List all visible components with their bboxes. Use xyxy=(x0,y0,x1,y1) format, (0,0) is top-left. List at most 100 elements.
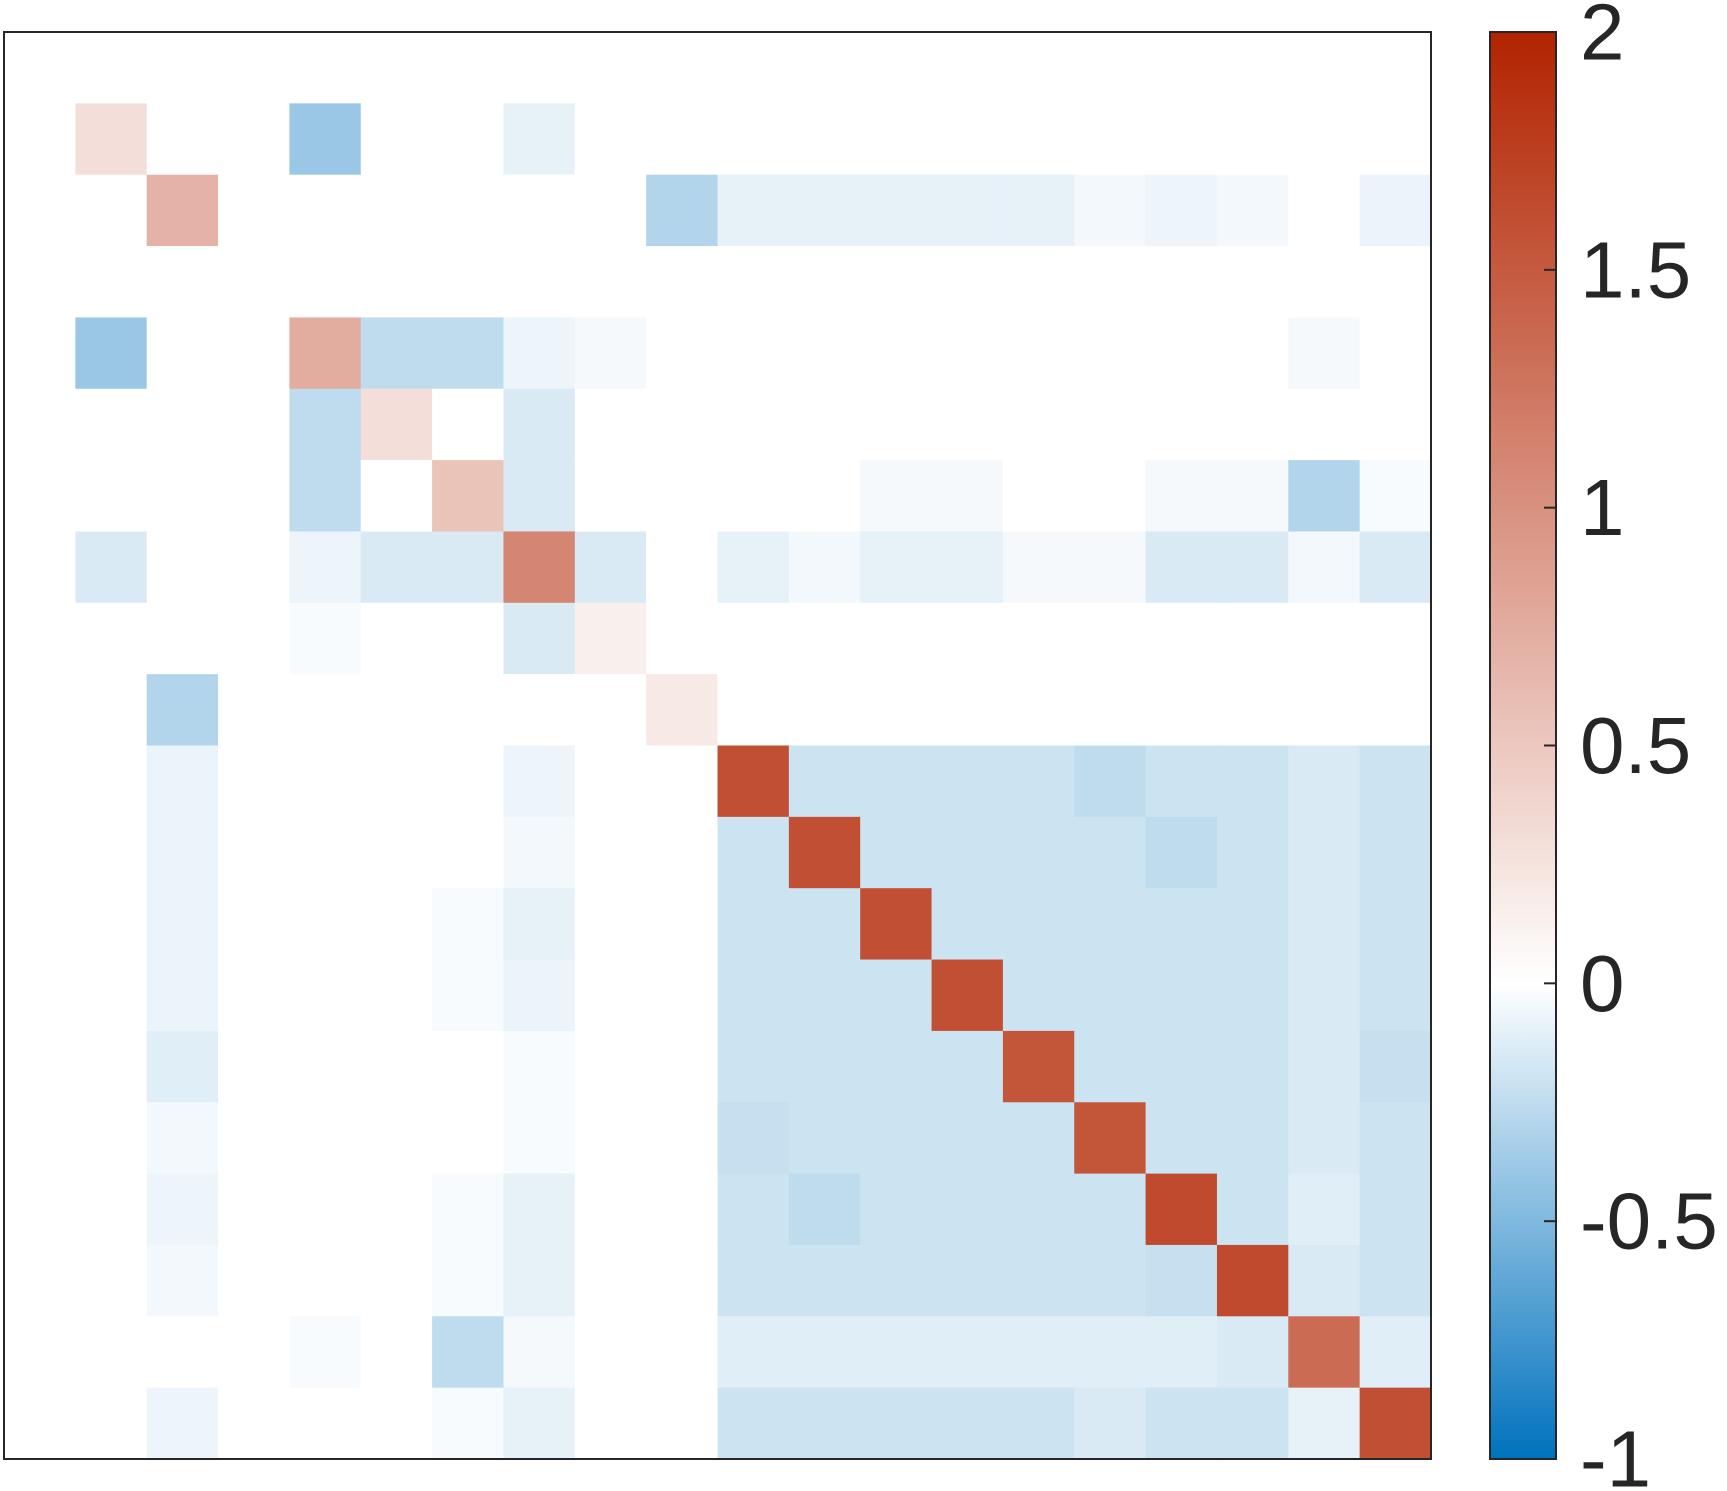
heatmap-cell-r3-c6 xyxy=(432,246,505,318)
heatmap-cell-r4-c14 xyxy=(1002,317,1075,390)
heatmap-cell-r18-c18 xyxy=(1288,1316,1361,1389)
heatmap-cell-r9-c10 xyxy=(717,674,790,747)
heatmap-cell-r6-c6 xyxy=(432,460,505,533)
heatmap-cell-r14-c18 xyxy=(1288,1030,1361,1103)
heatmap-cell-r15-c16 xyxy=(1145,1102,1218,1175)
heatmap-cell-r17-c1 xyxy=(75,1244,148,1317)
heatmap-cell-r11-c9 xyxy=(646,816,719,889)
heatmap-cell-r18-c14 xyxy=(1002,1316,1075,1389)
heatmap-cell-r14-c14 xyxy=(1002,1030,1075,1103)
heatmap-cell-r17-c11 xyxy=(788,1244,861,1317)
heatmap-cell-r2-c17 xyxy=(1216,174,1289,247)
heatmap-cell-r3-c12 xyxy=(860,246,933,318)
heatmap-cell-r5-c9 xyxy=(646,388,719,461)
heatmap-cell-r1-c19 xyxy=(1359,103,1432,176)
heatmap-cell-r19-c12 xyxy=(860,1387,933,1460)
heatmap-cell-r4-c6 xyxy=(432,317,505,390)
heatmap-cell-r17-c9 xyxy=(646,1244,719,1317)
heatmap-cell-r0-c7 xyxy=(503,32,576,104)
heatmap-cell-r10-c11 xyxy=(788,745,861,818)
heatmap-cell-r8-c11 xyxy=(788,602,861,675)
heatmap-cell-r5-c3 xyxy=(218,388,290,461)
heatmap-cell-r11-c0 xyxy=(4,816,76,889)
heatmap-cell-r4-c11 xyxy=(788,317,861,390)
heatmap-cell-r17-c2 xyxy=(146,1244,219,1317)
heatmap-cell-r5-c19 xyxy=(1359,388,1432,461)
colorbar-tick-label-0: 2 xyxy=(1580,0,1625,77)
heatmap-cell-r2-c1 xyxy=(75,174,148,247)
heatmap-cell-r16-c7 xyxy=(503,1173,576,1246)
heatmap-cell-r13-c9 xyxy=(646,959,719,1032)
heatmap-cell-r18-c7 xyxy=(503,1316,576,1389)
heatmap-cell-r12-c8 xyxy=(574,888,647,961)
heatmap-cell-r8-c14 xyxy=(1002,602,1075,675)
heatmap-cell-r4-c12 xyxy=(860,317,933,390)
heatmap-cell-r15-c5 xyxy=(360,1102,433,1175)
heatmap-cell-r10-c10 xyxy=(717,745,790,818)
heatmap-cell-r18-c19 xyxy=(1359,1316,1432,1389)
heatmap-cell-r17-c0 xyxy=(4,1244,76,1317)
heatmap-cell-r15-c6 xyxy=(432,1102,505,1175)
heatmap-cell-r13-c14 xyxy=(1002,959,1075,1032)
heatmap-cell-r15-c7 xyxy=(503,1102,576,1175)
heatmap-cell-r9-c17 xyxy=(1216,674,1289,747)
heatmap-cell-r5-c1 xyxy=(75,388,148,461)
heatmap-cell-r12-c10 xyxy=(717,888,790,961)
heatmap-cell-r6-c5 xyxy=(360,460,433,533)
heatmap-cell-r9-c16 xyxy=(1145,674,1218,747)
heatmap-cell-r3-c18 xyxy=(1288,246,1361,318)
heatmap-cell-r19-c5 xyxy=(360,1387,433,1460)
heatmap-cell-r4-c3 xyxy=(218,317,290,390)
heatmap-cell-r17-c15 xyxy=(1074,1244,1147,1317)
heatmap-cell-r5-c5 xyxy=(360,388,433,461)
heatmap-cell-r6-c4 xyxy=(289,460,362,533)
heatmap-cell-r16-c17 xyxy=(1216,1173,1289,1246)
heatmap-cell-r10-c16 xyxy=(1145,745,1218,818)
heatmap-cell-r1-c14 xyxy=(1002,103,1075,176)
heatmap-cell-r7-c6 xyxy=(432,531,505,604)
heatmap-cell-r13-c5 xyxy=(360,959,433,1032)
heatmap-cell-r15-c14 xyxy=(1002,1102,1075,1175)
heatmap-cell-r13-c12 xyxy=(860,959,933,1032)
heatmap-cell-r6-c3 xyxy=(218,460,290,533)
heatmap-cell-r13-c10 xyxy=(717,959,790,1032)
heatmap-cell-r0-c10 xyxy=(717,32,790,104)
heatmap-cell-r2-c15 xyxy=(1074,174,1147,247)
heatmap-cell-r14-c13 xyxy=(931,1030,1004,1103)
heatmap-cell-r18-c9 xyxy=(646,1316,719,1389)
heatmap-cell-r19-c11 xyxy=(788,1387,861,1460)
colorbar-tick-label-1: 1.5 xyxy=(1580,225,1691,314)
heatmap-cell-r16-c10 xyxy=(717,1173,790,1246)
heatmap-cell-r9-c12 xyxy=(860,674,933,747)
heatmap-cell-r14-c3 xyxy=(218,1030,290,1103)
heatmap-cell-r0-c4 xyxy=(289,32,362,104)
heatmap-cell-r5-c4 xyxy=(289,388,362,461)
heatmap-cell-r12-c19 xyxy=(1359,888,1432,961)
heatmap-cell-r7-c2 xyxy=(146,531,219,604)
heatmap-cell-r14-c12 xyxy=(860,1030,933,1103)
heatmap-cell-r7-c8 xyxy=(574,531,647,604)
heatmap-cell-r9-c15 xyxy=(1074,674,1147,747)
heatmap-cell-r10-c0 xyxy=(4,745,76,818)
heatmap-cell-r2-c0 xyxy=(4,174,76,247)
heatmap-cell-r19-c6 xyxy=(432,1387,505,1460)
heatmap-cell-r3-c10 xyxy=(717,246,790,318)
heatmap-cell-r15-c1 xyxy=(75,1102,148,1175)
heatmap-cell-r7-c7 xyxy=(503,531,576,604)
heatmap-cell-r0-c11 xyxy=(788,32,861,104)
heatmap-cell-r19-c2 xyxy=(146,1387,219,1460)
heatmap-cell-r12-c6 xyxy=(432,888,505,961)
heatmap-cell-r5-c16 xyxy=(1145,388,1218,461)
heatmap-cell-r10-c1 xyxy=(75,745,148,818)
heatmap-cell-r14-c0 xyxy=(4,1030,76,1103)
heatmap-cell-r1-c0 xyxy=(4,103,76,176)
heatmap-cell-r16-c6 xyxy=(432,1173,505,1246)
heatmap-cell-r6-c1 xyxy=(75,460,148,533)
heatmap-cell-r0-c17 xyxy=(1216,32,1289,104)
heatmap-cell-r17-c13 xyxy=(931,1244,1004,1317)
heatmap-cell-r6-c8 xyxy=(574,460,647,533)
heatmap-cell-r15-c2 xyxy=(146,1102,219,1175)
heatmap-cell-r2-c12 xyxy=(860,174,933,247)
heatmap-cell-r10-c13 xyxy=(931,745,1004,818)
heatmap-cell-r8-c18 xyxy=(1288,602,1361,675)
